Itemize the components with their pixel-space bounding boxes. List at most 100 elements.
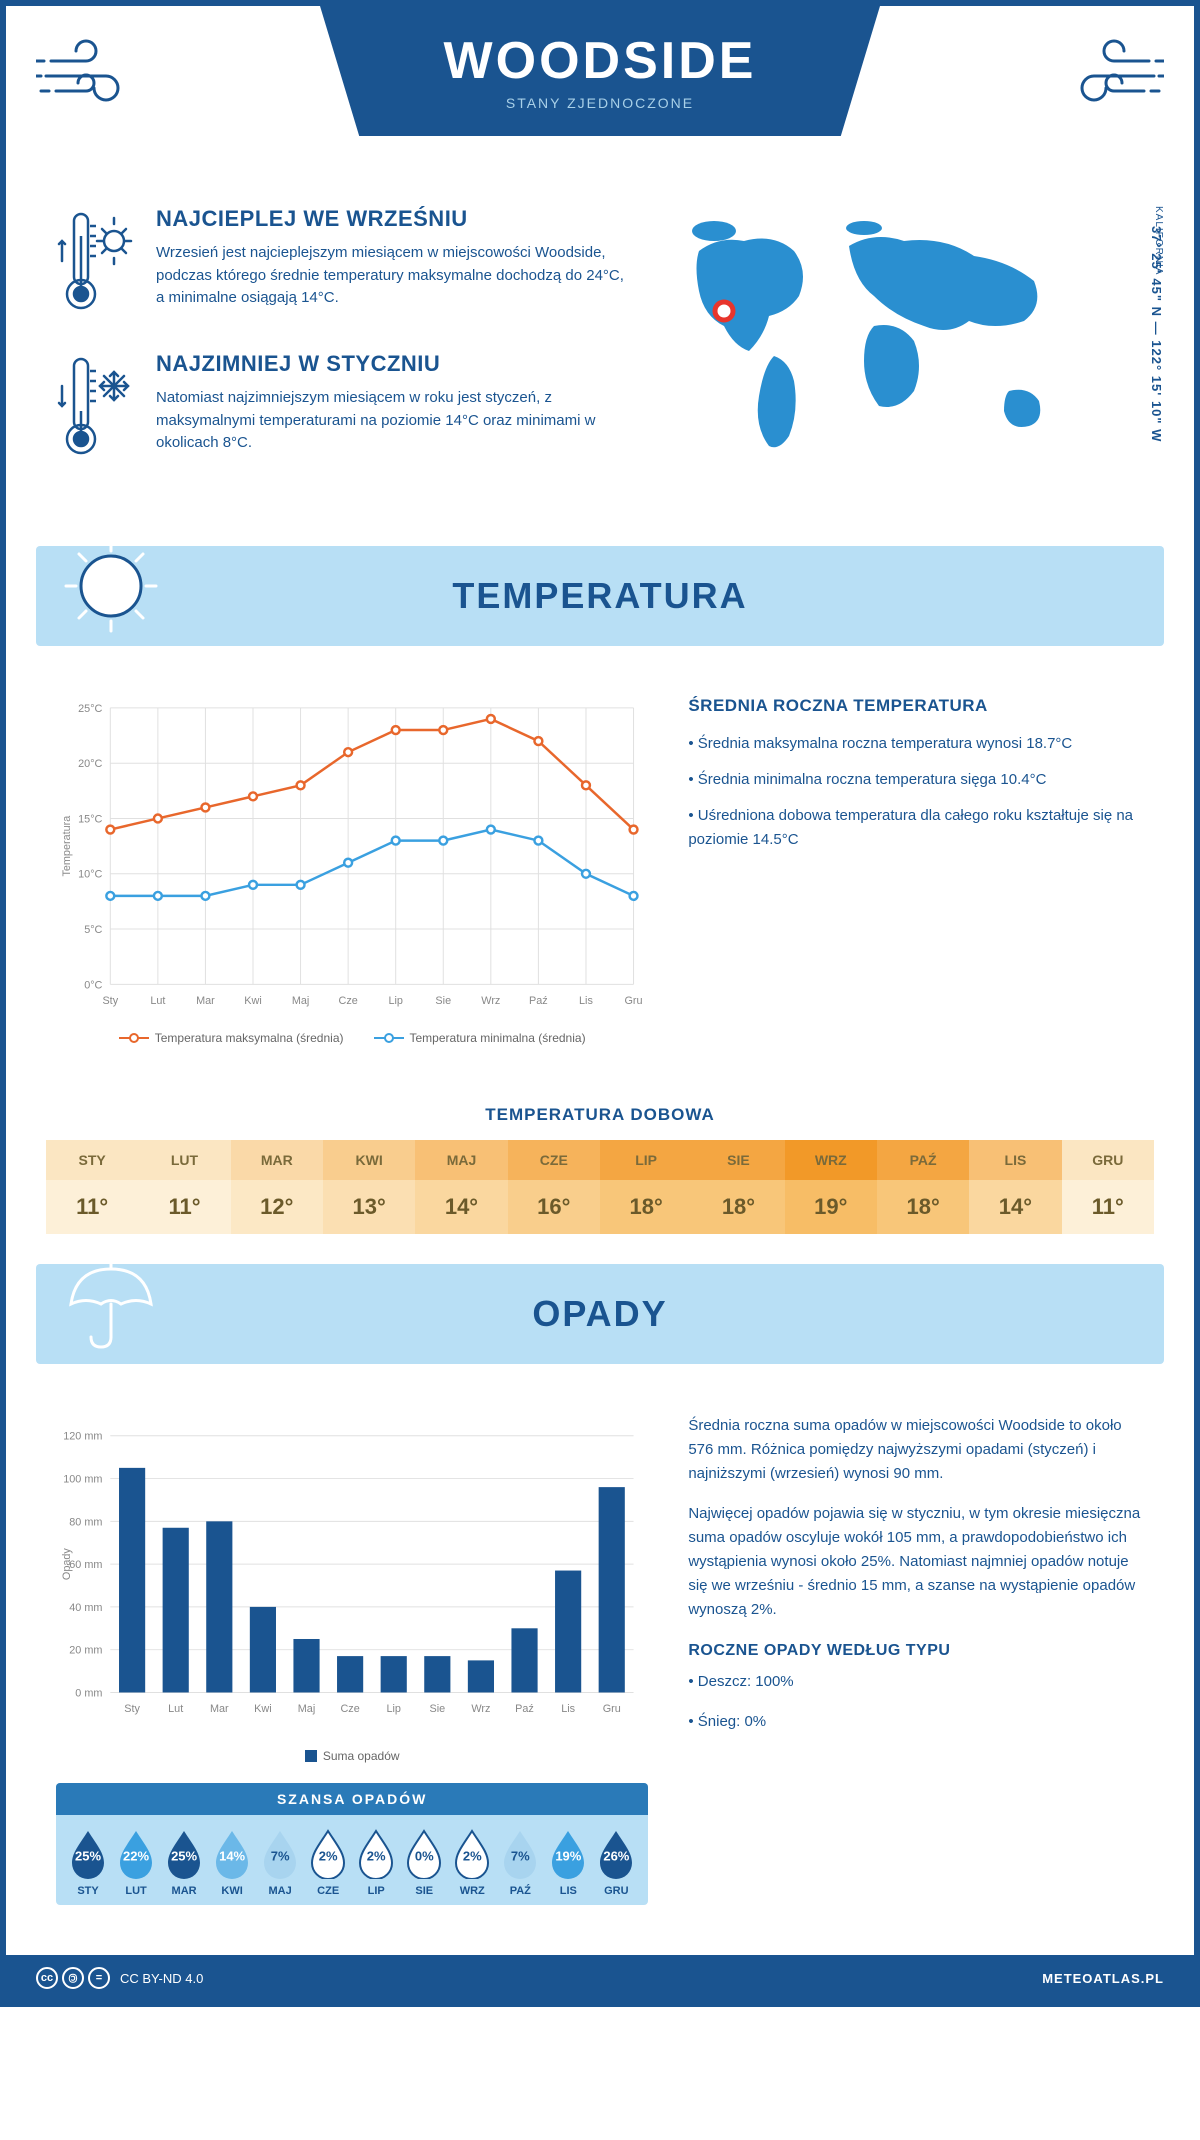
precip-summary: Średnia roczna suma opadów w miejscowośc… bbox=[688, 1414, 1144, 1925]
chance-month: PAŹ bbox=[496, 1885, 544, 1897]
warmest-title: NAJCIEPLEJ WE WRZEŚNIU bbox=[156, 206, 634, 232]
raindrop-icon: 7% bbox=[499, 1827, 541, 1879]
svg-text:25°C: 25°C bbox=[78, 703, 102, 715]
chance-cell: 7% MAJ bbox=[256, 1827, 304, 1897]
chance-month: MAR bbox=[160, 1885, 208, 1897]
precip-p2: Najwięcej opadów pojawia się w styczniu,… bbox=[688, 1502, 1144, 1622]
svg-text:120 mm: 120 mm bbox=[63, 1431, 102, 1443]
svg-text:Lis: Lis bbox=[579, 995, 593, 1007]
svg-text:Lut: Lut bbox=[150, 995, 165, 1007]
info-row: NAJCIEPLEJ WE WRZEŚNIU Wrzesień jest naj… bbox=[6, 186, 1194, 526]
chance-month: KWI bbox=[208, 1885, 256, 1897]
svg-text:Maj: Maj bbox=[292, 995, 309, 1007]
temp-chart-row: 0°C5°C10°C15°C20°C25°CStyLutMarKwiMajCze… bbox=[6, 666, 1194, 1075]
daily-month: WRZ bbox=[785, 1140, 877, 1180]
daily-cell: WRZ 19° bbox=[785, 1140, 877, 1234]
chance-cell: 2% WRZ bbox=[448, 1827, 496, 1897]
chance-month: MAJ bbox=[256, 1885, 304, 1897]
svg-text:Kwi: Kwi bbox=[254, 1703, 271, 1715]
chance-month: STY bbox=[64, 1885, 112, 1897]
warmest-desc: Wrzesień jest najcieplejszym miesiącem w… bbox=[156, 242, 634, 310]
svg-text:40 mm: 40 mm bbox=[69, 1602, 102, 1614]
precip-types-b1: • Deszcz: 100% bbox=[688, 1670, 1144, 1694]
chance-value: 0% bbox=[415, 1848, 434, 1863]
cc-icon: cc bbox=[36, 1967, 58, 1989]
chance-month: LIS bbox=[544, 1885, 592, 1897]
daily-month: CZE bbox=[508, 1140, 600, 1180]
world-map: KALIFORNIA 37° 25' 45" N — 122° 15' 10" … bbox=[664, 206, 1144, 496]
daily-value: 18° bbox=[877, 1180, 969, 1234]
daily-cell: STY 11° bbox=[46, 1140, 138, 1234]
daily-value: 14° bbox=[415, 1180, 507, 1234]
chance-value: 26% bbox=[603, 1848, 629, 1863]
location-title: WOODSIDE bbox=[444, 31, 757, 91]
chance-value: 7% bbox=[511, 1848, 530, 1863]
chance-value: 2% bbox=[463, 1848, 482, 1863]
warmest-block: NAJCIEPLEJ WE WRZEŚNIU Wrzesień jest naj… bbox=[56, 206, 634, 321]
daily-temp-title: TEMPERATURA DOBOWA bbox=[6, 1105, 1194, 1125]
raindrop-icon: 22% bbox=[115, 1827, 157, 1879]
daily-month: KWI bbox=[323, 1140, 415, 1180]
precip-section-banner: OPADY bbox=[36, 1264, 1164, 1364]
header-banner: WOODSIDE STANY ZJEDNOCZONE bbox=[320, 6, 880, 136]
raindrop-icon: 26% bbox=[595, 1827, 637, 1879]
daily-cell: LUT 11° bbox=[138, 1140, 230, 1234]
temp-legend: .legend-item:nth-child(1) .legend-line::… bbox=[56, 1031, 648, 1045]
daily-value: 19° bbox=[785, 1180, 877, 1234]
raindrop-icon: 0% bbox=[403, 1827, 445, 1879]
daily-value: 18° bbox=[692, 1180, 784, 1234]
svg-text:Lut: Lut bbox=[168, 1703, 183, 1715]
chance-value: 7% bbox=[271, 1848, 290, 1863]
coordinates: 37° 25' 45" N — 122° 15' 10" W bbox=[1149, 226, 1164, 442]
raindrop-icon: 2% bbox=[307, 1827, 349, 1879]
chance-cell: 25% STY bbox=[64, 1827, 112, 1897]
chance-title: SZANSA OPADÓW bbox=[56, 1783, 648, 1815]
daily-month: LIS bbox=[969, 1140, 1061, 1180]
legend-max: .legend-item:nth-child(1) .legend-line::… bbox=[119, 1031, 344, 1045]
svg-text:Lip: Lip bbox=[388, 995, 402, 1007]
daily-value: 11° bbox=[1062, 1180, 1154, 1234]
legend-max-label: Temperatura maksymalna (średnia) bbox=[155, 1031, 344, 1045]
temp-section-banner: TEMPERATURA bbox=[36, 546, 1164, 646]
daily-cell: CZE 16° bbox=[508, 1140, 600, 1234]
legend-sum-label: Suma opadów bbox=[323, 1749, 400, 1763]
svg-text:Mar: Mar bbox=[210, 1703, 229, 1715]
legend-min-label: Temperatura minimalna (średnia) bbox=[410, 1031, 586, 1045]
cc-icons: cc 🄯 = bbox=[36, 1967, 110, 1989]
svg-text:Paź: Paź bbox=[515, 1703, 534, 1715]
temp-bullet-3: • Uśredniona dobowa temperatura dla całe… bbox=[688, 804, 1144, 852]
raindrop-icon: 2% bbox=[355, 1827, 397, 1879]
daily-month: LUT bbox=[138, 1140, 230, 1180]
svg-text:Gru: Gru bbox=[603, 1703, 621, 1715]
precip-legend: Suma opadów bbox=[56, 1749, 648, 1763]
chance-month: CZE bbox=[304, 1885, 352, 1897]
warmest-text: NAJCIEPLEJ WE WRZEŚNIU Wrzesień jest naj… bbox=[156, 206, 634, 321]
chance-strip: SZANSA OPADÓW 25% STY 22% LUT 25% MAR 14… bbox=[56, 1783, 648, 1905]
svg-text:20 mm: 20 mm bbox=[69, 1645, 102, 1657]
svg-text:Cze: Cze bbox=[340, 1703, 359, 1715]
info-left: NAJCIEPLEJ WE WRZEŚNIU Wrzesień jest naj… bbox=[56, 206, 634, 496]
svg-text:5°C: 5°C bbox=[84, 924, 102, 936]
sun-icon bbox=[56, 531, 166, 646]
footer-license: cc 🄯 = CC BY-ND 4.0 bbox=[36, 1967, 203, 1989]
thermometer-cold-icon bbox=[56, 351, 136, 466]
page: WOODSIDE STANY ZJEDNOCZONE NAJCIEPLEJ WE… bbox=[0, 0, 1200, 2007]
chance-month: SIE bbox=[400, 1885, 448, 1897]
chance-cell: 22% LUT bbox=[112, 1827, 160, 1897]
coldest-desc: Natomiast najzimniejszym miesiącem w rok… bbox=[156, 387, 634, 455]
license-text: CC BY-ND 4.0 bbox=[120, 1971, 203, 1986]
daily-cell: MAJ 14° bbox=[415, 1140, 507, 1234]
raindrop-icon: 2% bbox=[451, 1827, 493, 1879]
daily-cell: LIS 14° bbox=[969, 1140, 1061, 1234]
chance-cell: 25% MAR bbox=[160, 1827, 208, 1897]
chance-cell: 26% GRU bbox=[592, 1827, 640, 1897]
svg-text:20°C: 20°C bbox=[78, 758, 102, 770]
temp-summary-title: ŚREDNIA ROCZNA TEMPERATURA bbox=[688, 696, 1144, 716]
svg-text:Gru: Gru bbox=[624, 995, 642, 1007]
svg-text:100 mm: 100 mm bbox=[63, 1474, 102, 1486]
chance-cell: 2% CZE bbox=[304, 1827, 352, 1897]
svg-text:Wrz: Wrz bbox=[481, 995, 500, 1007]
temp-bullet-1: • Średnia maksymalna roczna temperatura … bbox=[688, 732, 1144, 756]
svg-text:Kwi: Kwi bbox=[244, 995, 261, 1007]
chance-cell: 14% KWI bbox=[208, 1827, 256, 1897]
